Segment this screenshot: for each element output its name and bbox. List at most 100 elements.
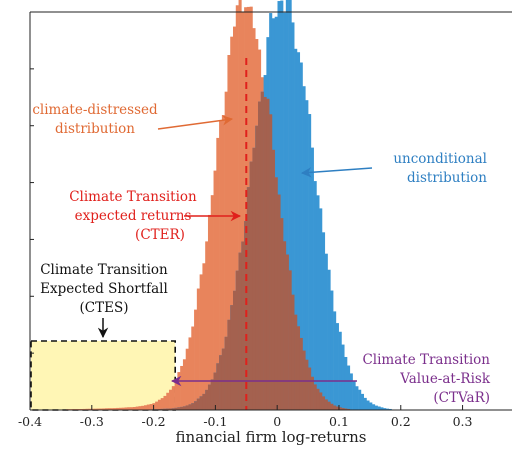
climate-distressed-bar	[160, 398, 164, 410]
arrow-climate-distressed	[157, 115, 234, 130]
climate-distressed-bar	[146, 404, 150, 410]
unconditional-bar	[344, 356, 348, 410]
overlap-bar	[313, 384, 317, 410]
climate-distressed-bar	[238, 0, 242, 410]
overlap-bar	[169, 408, 173, 410]
unconditional-bar	[319, 208, 323, 410]
unconditional-bar	[383, 408, 387, 410]
overlap-bar	[294, 314, 298, 410]
climate-distressed-bar	[230, 36, 234, 410]
overlap-bar	[305, 359, 309, 410]
overlap-bar	[235, 270, 239, 410]
annotation-unconditional-line2: distribution	[407, 170, 487, 186]
climate-distressed-bar	[221, 115, 225, 411]
climate-distressed-bar	[118, 407, 123, 410]
overlap-bar	[310, 376, 314, 410]
x-tick-label: -0.1	[203, 414, 227, 429]
climate-distressed-bar	[185, 348, 189, 410]
x-axis-ticks: -0.4 -0.3 -0.2 -0.1 0 0.1 0.2 0.3	[18, 405, 473, 429]
unconditional-bar	[347, 365, 351, 410]
climate-distressed-bar	[210, 195, 214, 410]
overlap-bar	[327, 401, 331, 410]
overlap-bar	[333, 405, 337, 410]
annotation-cter-line3: (CTER)	[135, 227, 185, 243]
unconditional-bar	[363, 397, 367, 410]
climate-distressed-bar	[105, 408, 109, 410]
overlap-bar	[224, 336, 228, 410]
overlap-bar	[283, 241, 287, 410]
climate-distressed-bar	[132, 407, 136, 410]
climate-distressed-bar	[166, 392, 170, 410]
overlap-bar	[166, 408, 170, 410]
overlap-bar	[291, 294, 295, 410]
overlap-bar	[160, 408, 164, 410]
x-tick-label: 0.2	[391, 414, 411, 429]
climate-distressed-bar	[149, 404, 153, 410]
climate-distressed-bar	[116, 407, 120, 410]
unconditional-bar	[341, 344, 345, 410]
overlap-bar	[219, 355, 223, 410]
climate-distressed-bar	[241, 11, 245, 410]
unconditional-bar	[324, 253, 328, 410]
x-tick-label: 0.1	[329, 414, 349, 429]
climate-distressed-bar	[85, 408, 89, 410]
overlap-bar	[324, 399, 328, 410]
climate-distressed-bar	[102, 408, 106, 410]
climate-distressed-bar	[107, 408, 111, 410]
overlap-bar	[221, 348, 225, 410]
overlap-bar	[308, 367, 312, 410]
overlap-bar	[185, 405, 189, 410]
climate-distressed-bar	[191, 326, 195, 410]
annotation-unconditional-line1: unconditional	[393, 151, 487, 167]
unconditional-bar	[296, 52, 301, 410]
overlap-bar	[194, 401, 198, 410]
overlap-bar	[171, 408, 175, 410]
annotation-cter: Climate Transition expected returns (CTE…	[69, 189, 242, 243]
climate-distressed-bar	[213, 170, 217, 410]
climate-distressed-bar	[144, 405, 148, 410]
climate-distressed-bar	[110, 408, 114, 410]
overlap-bar	[258, 101, 262, 410]
annotation-unconditional: unconditional distribution	[300, 151, 487, 186]
climate-distressed-bar	[130, 407, 134, 410]
climate-distressed-bar	[199, 274, 203, 410]
overlap-bars	[152, 91, 351, 411]
x-tick-label: 0.3	[453, 414, 473, 429]
unconditional-bar	[335, 323, 339, 410]
y-axis-ticks	[30, 11, 34, 411]
x-axis-label: financial firm log-returns	[176, 428, 367, 446]
climate-distressed-bar	[227, 55, 231, 410]
overlap-bar	[246, 187, 250, 410]
unconditional-bar	[316, 195, 320, 410]
overlap-bar	[255, 125, 259, 410]
annotation-cter-line1: Climate Transition	[69, 189, 197, 205]
climate-distressed-bar	[121, 407, 125, 410]
climate-distressed-bar	[163, 395, 167, 410]
climate-distressed-bar	[113, 408, 117, 410]
x-tick-label: -0.3	[80, 414, 104, 429]
overlap-bar	[330, 403, 334, 410]
overlap-bar	[205, 389, 209, 410]
unconditional-bar	[285, 0, 289, 410]
overlap-bar	[296, 326, 301, 410]
overlap-bar	[321, 396, 326, 410]
unconditional-bar	[302, 86, 306, 411]
overlap-bar	[280, 218, 284, 410]
unconditional-bar	[385, 408, 390, 410]
unconditional-bar	[310, 147, 314, 411]
unconditional-bar	[380, 407, 384, 410]
climate-distressed-bar	[91, 408, 95, 410]
overlap-bar	[191, 403, 195, 410]
climate-distressed-bar	[182, 359, 187, 410]
unconditional-bar	[280, 0, 284, 411]
overlap-bar	[233, 290, 237, 410]
overlap-bar	[182, 406, 187, 410]
overlap-bar	[188, 404, 192, 410]
overlap-bar	[216, 363, 220, 410]
overlap-bar	[199, 396, 203, 410]
overlap-bar	[341, 407, 345, 410]
overlap-bar	[288, 270, 292, 410]
climate-distressed-bar	[177, 372, 181, 410]
x-tick-label: -0.4	[18, 414, 42, 429]
